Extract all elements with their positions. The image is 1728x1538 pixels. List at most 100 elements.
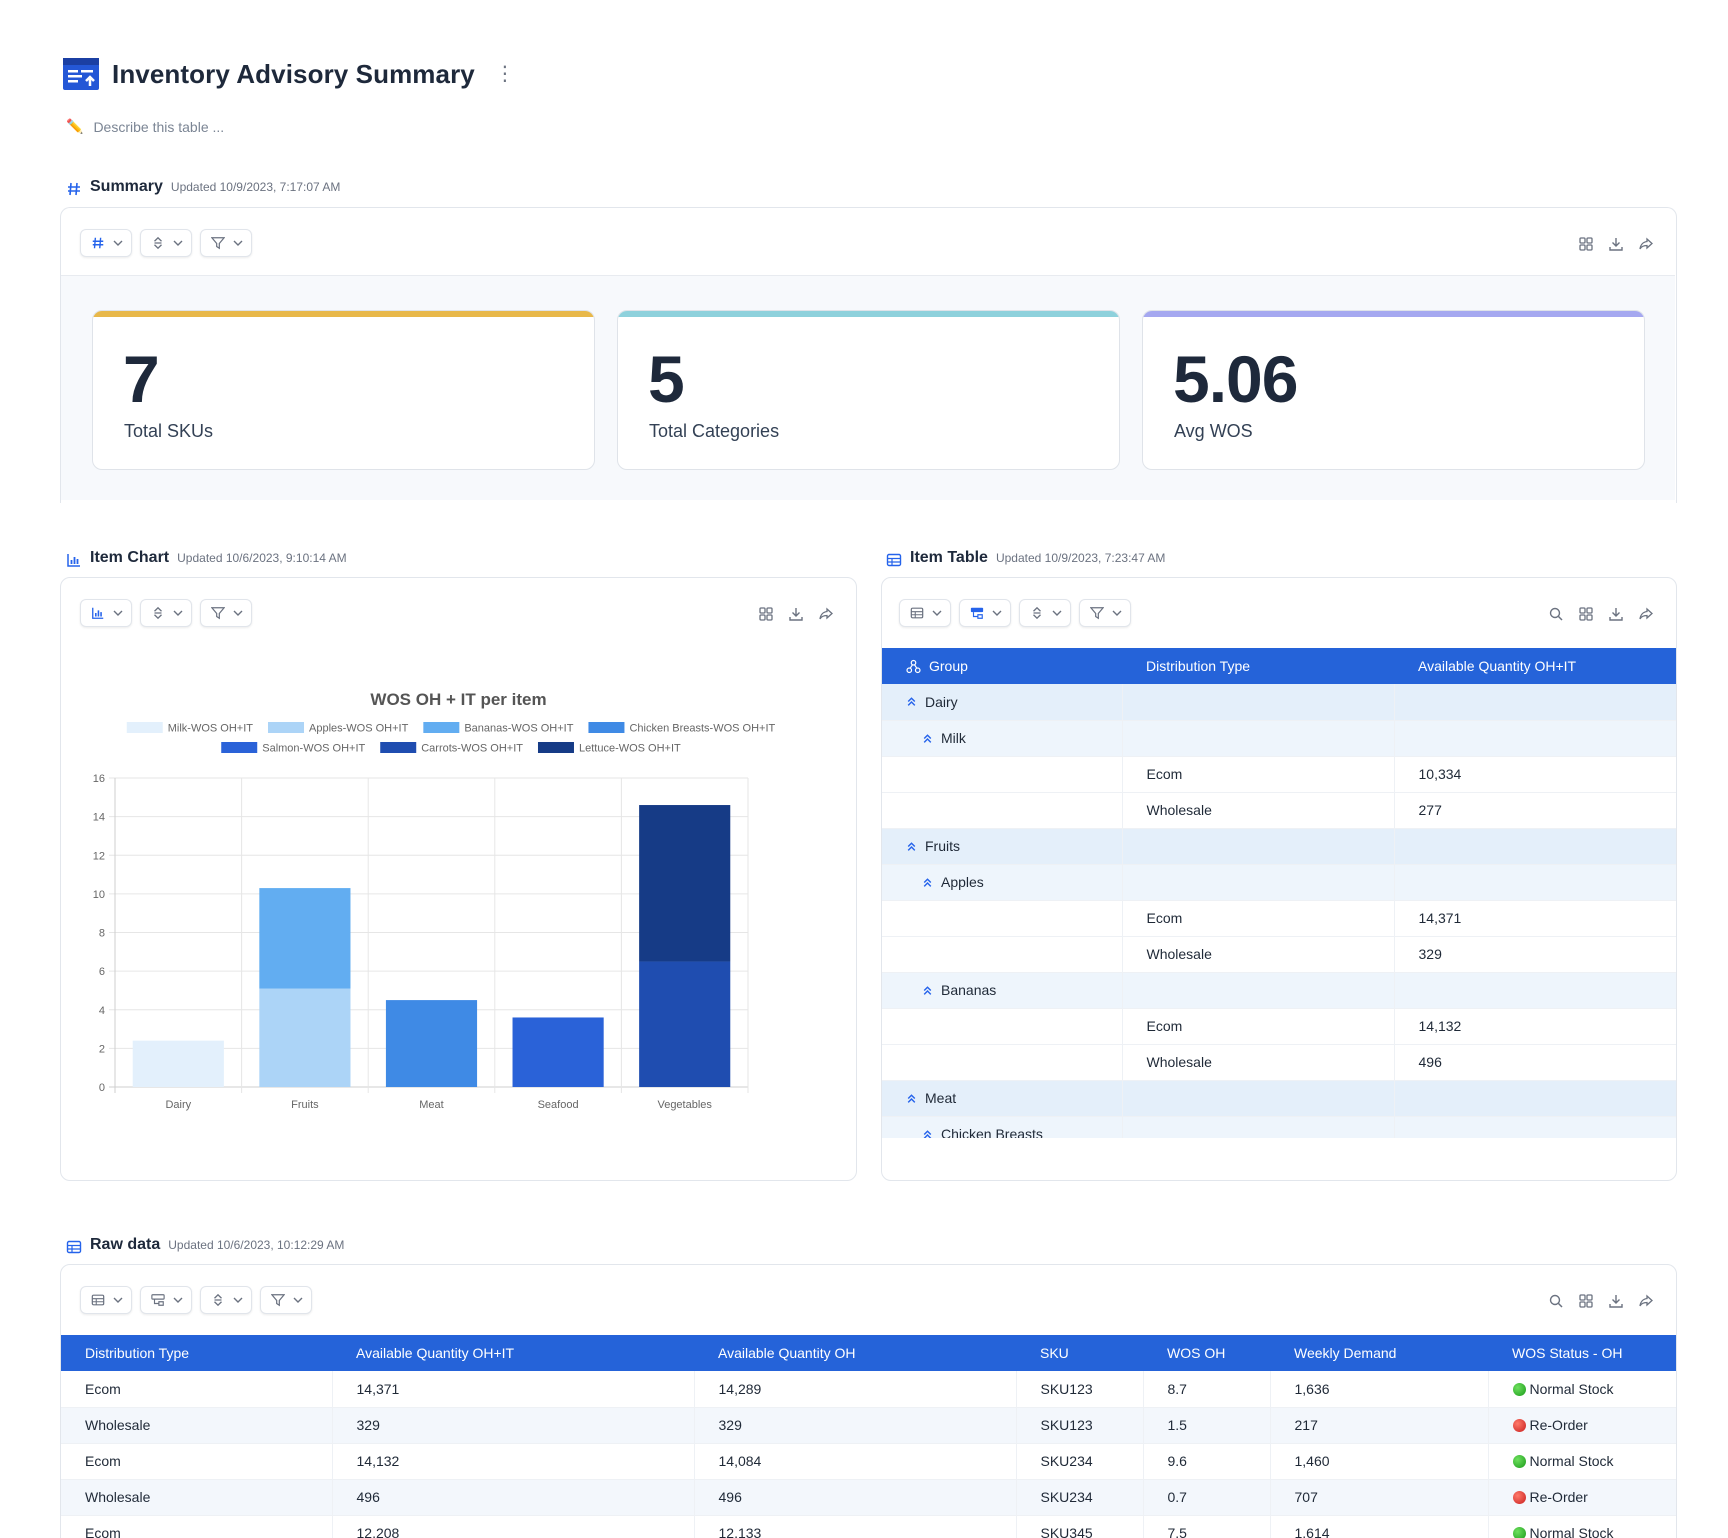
download-icon[interactable] [788,606,804,622]
group-by-icon [151,1294,165,1306]
table-row[interactable]: Wholesale 329 329 SKU123 1.5 217 Re-Order [61,1407,1676,1444]
bar-chart-icon [92,607,104,619]
item-chart-actions [758,606,834,622]
collapse-chevron-icon[interactable] [922,1129,933,1139]
legend-swatch [221,742,258,753]
group-cell[interactable]: Bananas [882,972,1123,1009]
chevron-down-icon [992,610,1002,616]
table-view-button[interactable] [80,1286,132,1314]
group-tree-icon [906,659,921,673]
share-icon[interactable] [1638,1293,1654,1309]
search-icon[interactable] [1548,606,1564,622]
group-by-button[interactable] [140,1286,192,1314]
download-icon[interactable] [1608,606,1624,622]
download-icon[interactable] [1608,1293,1624,1309]
sort-icon [154,236,162,250]
collapse-chevron-icon[interactable] [922,733,933,744]
grid-icon[interactable] [1578,1293,1594,1309]
item-table-body: Dairy Milk Ecom 10,334 Wholesale 277 Fruits App… [882,684,1676,1138]
collapse-chevron-icon[interactable] [906,1093,917,1104]
status-label: Re-Order [1529,1417,1588,1433]
page-title: Inventory Advisory Summary [112,58,475,89]
sort-button[interactable] [140,229,192,257]
grid-icon[interactable] [1578,236,1594,252]
column-header[interactable]: Available Quantity OH [694,1335,1016,1371]
share-icon[interactable] [818,606,834,622]
distribution-type-cell: Ecom [1122,900,1395,937]
empty-cell [1394,1116,1676,1138]
item-table-panel: Group Distribution Type Available Quanti… [881,577,1677,1181]
description-field[interactable]: ✏️ Describe this table ... [66,118,224,135]
status-label: Normal Stock [1529,1525,1614,1538]
grid-icon[interactable] [1578,606,1594,622]
group-by-button[interactable] [959,599,1011,627]
column-header[interactable]: WOS Status - OH [1488,1335,1676,1371]
group-cell[interactable]: Apples [882,864,1123,901]
grid-icon[interactable] [758,606,774,622]
item-chart-toolbar [80,599,252,627]
chevron-down-icon [113,1297,123,1303]
chart-title: WOS OH + IT per item [370,690,547,709]
x-tick-label: Seafood [538,1099,579,1111]
search-icon[interactable] [1548,1293,1564,1309]
collapse-chevron-icon[interactable] [906,841,917,852]
share-icon[interactable] [1638,236,1654,252]
bar-seafood-series-4 [512,1017,604,1087]
filter-button[interactable] [1079,599,1131,627]
status-green-dot-icon [1512,1382,1526,1396]
chevron-down-icon [932,610,942,616]
group-cell[interactable]: Meat [882,1080,1123,1117]
collapse-chevron-icon[interactable] [922,985,933,996]
group-row: Meat [882,1080,1676,1117]
column-header[interactable]: Available Quantity OH+IT [332,1335,694,1371]
collapse-chevron-icon[interactable] [906,696,917,707]
group-cell[interactable]: Chicken Breasts [882,1116,1123,1139]
share-icon[interactable] [1638,606,1654,622]
table-cell: SKU234 [1016,1443,1144,1480]
raw-data-section-header: Raw data Updated 10/6/2023, 10:12:29 AM [66,1236,344,1258]
table-icon [91,1294,105,1306]
empty-cell [1122,1080,1395,1117]
group-cell[interactable]: Fruits [882,828,1123,865]
raw-data-scroll[interactable]: Distribution Type Available Quantity OH+I… [61,1335,1676,1538]
filter-button[interactable] [200,599,252,627]
kpi-label: Avg WOS [1174,421,1253,441]
filter-icon [1090,607,1104,620]
filter-button[interactable] [260,1286,312,1314]
table-row[interactable]: Wholesale 496 496 SKU234 0.7 707 Re-Order [61,1479,1676,1516]
y-tick-label: 12 [93,850,105,862]
column-header[interactable]: WOS OH [1143,1335,1270,1371]
table-cell: 1,460 [1270,1443,1489,1480]
more-options-icon[interactable]: ⋮ [494,63,515,85]
filter-button[interactable] [200,229,252,257]
item-table-scroll[interactable]: Group Distribution Type Available Quanti… [882,648,1676,1138]
table-row: Wholesale 277 [882,792,1676,829]
x-tick-label: Meat [419,1099,443,1111]
table-cell: 14,289 [694,1371,1017,1408]
table-row[interactable]: Ecom 14,132 14,084 SKU234 9.6 1,460 Normal Sto… [61,1443,1676,1480]
chart-type-button[interactable] [80,599,132,627]
table-view-button[interactable] [899,599,951,627]
download-icon[interactable] [1608,236,1624,252]
table-row[interactable]: Ecom 12,208 12,133 SKU345 7.5 1,614 Normal Sto… [61,1515,1676,1538]
collapse-chevron-icon[interactable] [922,877,933,888]
empty-cell [882,756,1123,793]
column-header[interactable]: Distribution Type [61,1335,332,1371]
kpi-accent-bar [1143,311,1644,317]
column-header-group[interactable]: Group [882,648,1122,684]
group-label: Fruits [925,838,960,854]
column-header[interactable]: Weekly Demand [1270,1335,1488,1371]
column-header-available-qty[interactable]: Available Quantity OH+IT [1394,648,1676,684]
sort-button[interactable] [200,1286,252,1314]
group-cell[interactable]: Milk [882,720,1123,757]
group-cell[interactable]: Dairy [882,684,1123,721]
column-header-distribution-type[interactable]: Distribution Type [1122,648,1394,684]
sort-button[interactable] [1019,599,1071,627]
sort-button[interactable] [140,599,192,627]
table-cell: 1.5 [1143,1407,1271,1444]
bar-vegetables-series-6 [639,805,731,962]
table-row[interactable]: Ecom 14,371 14,289 SKU123 8.7 1,636 Normal Sto… [61,1371,1676,1408]
column-header[interactable]: SKU [1016,1335,1143,1371]
table-cell: 707 [1270,1479,1489,1516]
kpi-type-button[interactable] [80,229,132,257]
